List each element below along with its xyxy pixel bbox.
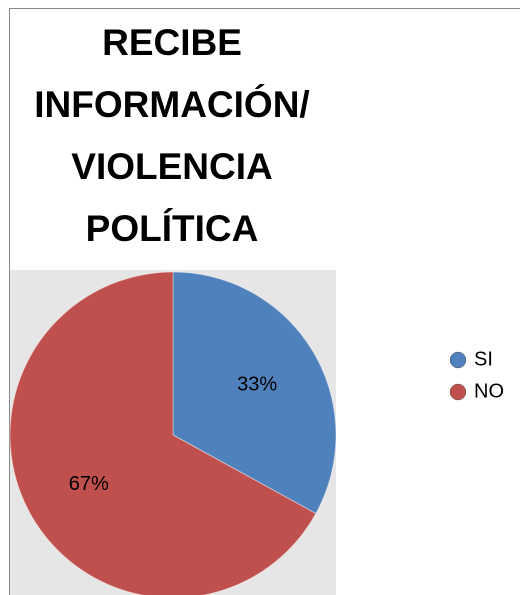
data-label: 33% xyxy=(237,373,277,395)
legend-label: SI xyxy=(474,348,493,370)
legend-swatch xyxy=(449,383,467,401)
legend-label: NO xyxy=(474,380,504,402)
chart-border xyxy=(9,8,520,595)
pie-slice xyxy=(172,271,337,515)
pie-slice xyxy=(9,271,317,595)
data-label: 67% xyxy=(69,473,109,495)
chart-title: RECIBE INFORMACIÓN/ VIOLENCIA POLÍTICA xyxy=(34,22,310,249)
legend-swatch xyxy=(449,351,467,369)
